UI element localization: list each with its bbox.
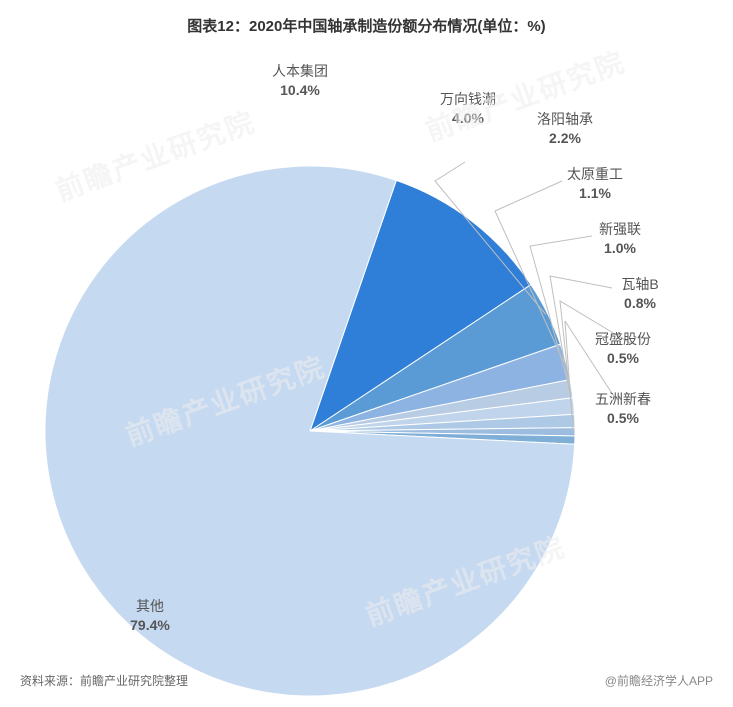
credit-label: @前瞻经济学人APP xyxy=(605,672,713,689)
chart-container: 图表12：2020年中国轴承制造份额分布情况(单位：%) 人本集团10.4%万向… xyxy=(0,0,733,707)
slice-label: 新强联1.0% xyxy=(560,220,680,258)
slice-label: 瓦轴B0.8% xyxy=(580,275,700,313)
source-label: 资料来源：前瞻产业研究院整理 xyxy=(20,672,188,689)
chart-title: 图表12：2020年中国轴承制造份额分布情况(单位：%) xyxy=(0,0,733,36)
slice-label: 人本集团10.4% xyxy=(240,62,360,100)
slice-label: 洛阳轴承2.2% xyxy=(505,110,625,148)
slice-label: 太原重工1.1% xyxy=(535,165,655,203)
slice-label: 其他79.4% xyxy=(90,597,210,635)
slice-label: 冠盛股份0.5% xyxy=(563,330,683,368)
slice-label: 五洲新春0.5% xyxy=(563,390,683,428)
